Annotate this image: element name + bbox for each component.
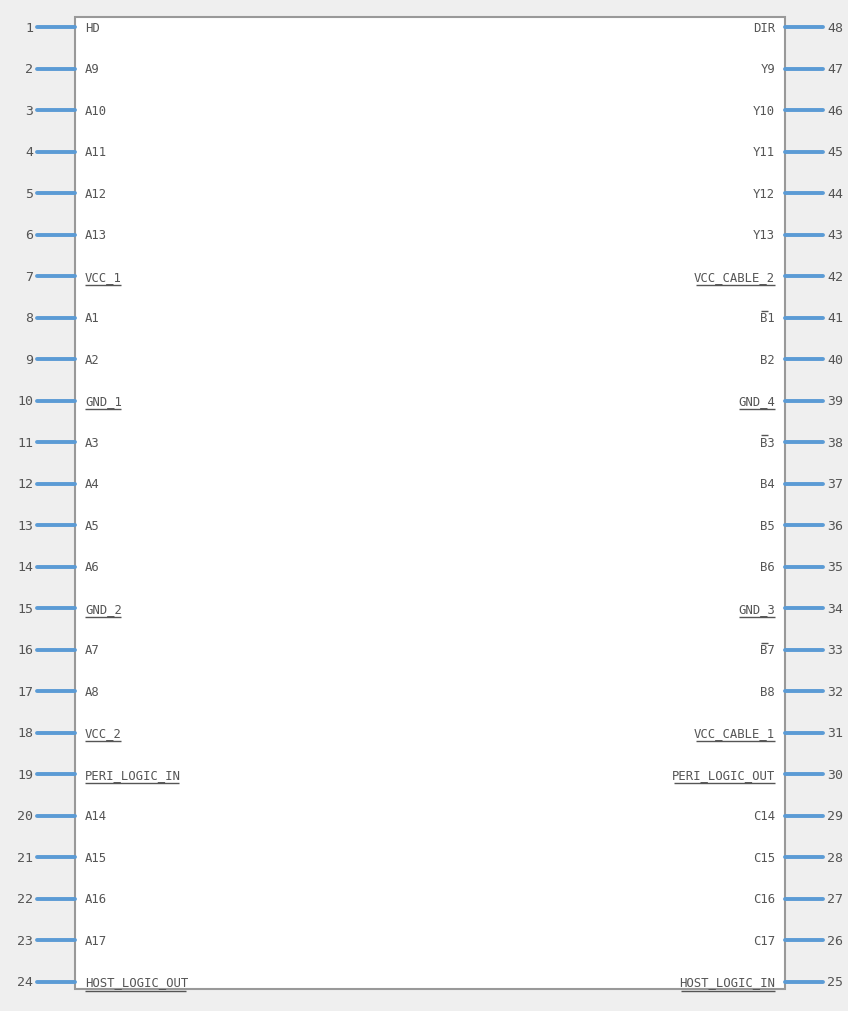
Text: 14: 14	[17, 561, 33, 573]
Text: 28: 28	[827, 851, 843, 864]
Text: A9: A9	[85, 63, 100, 76]
Text: A3: A3	[85, 437, 100, 449]
Text: 20: 20	[17, 810, 33, 823]
Text: VCC_1: VCC_1	[85, 270, 122, 283]
Text: 46: 46	[827, 104, 843, 117]
Text: B5: B5	[761, 520, 775, 532]
Text: B8: B8	[761, 685, 775, 699]
Text: 9: 9	[25, 353, 33, 366]
Text: A13: A13	[85, 228, 107, 242]
Text: A2: A2	[85, 353, 100, 366]
Text: B4: B4	[761, 478, 775, 490]
Text: 23: 23	[17, 934, 33, 947]
Text: B2: B2	[761, 353, 775, 366]
Text: 1: 1	[25, 21, 33, 34]
Text: 16: 16	[17, 644, 33, 657]
Text: 11: 11	[17, 437, 33, 449]
Text: 10: 10	[17, 395, 33, 407]
Text: 36: 36	[827, 520, 843, 532]
Text: A1: A1	[85, 311, 100, 325]
Text: GND_1: GND_1	[85, 395, 122, 407]
Text: A17: A17	[85, 934, 107, 947]
Text: 41: 41	[827, 311, 843, 325]
Text: 47: 47	[827, 63, 843, 76]
Text: 17: 17	[17, 685, 33, 699]
Text: 15: 15	[17, 603, 33, 616]
Text: GND_3: GND_3	[738, 603, 775, 616]
Text: 31: 31	[827, 727, 843, 740]
Text: 4: 4	[25, 146, 33, 159]
Text: Y13: Y13	[753, 228, 775, 242]
Text: A5: A5	[85, 520, 100, 532]
Text: 19: 19	[17, 768, 33, 782]
Text: C15: C15	[753, 851, 775, 864]
Text: 43: 43	[827, 228, 843, 242]
Text: 27: 27	[827, 893, 843, 906]
Text: 24: 24	[17, 976, 33, 989]
Text: 18: 18	[17, 727, 33, 740]
Text: B6: B6	[761, 561, 775, 573]
Text: A11: A11	[85, 146, 107, 159]
Text: 29: 29	[827, 810, 843, 823]
Text: C14: C14	[753, 810, 775, 823]
Text: 42: 42	[827, 270, 843, 283]
Text: 34: 34	[827, 603, 843, 616]
Text: B7: B7	[761, 644, 775, 657]
Text: A10: A10	[85, 104, 107, 117]
Text: GND_4: GND_4	[738, 395, 775, 407]
Text: 5: 5	[25, 187, 33, 200]
Text: 12: 12	[17, 478, 33, 490]
Text: A4: A4	[85, 478, 100, 490]
Text: VCC_CABLE_2: VCC_CABLE_2	[694, 270, 775, 283]
Text: A16: A16	[85, 893, 107, 906]
Text: A15: A15	[85, 851, 107, 864]
Text: 44: 44	[827, 187, 843, 200]
Text: 13: 13	[17, 520, 33, 532]
Text: 38: 38	[827, 437, 843, 449]
Text: B1: B1	[761, 311, 775, 325]
Text: A7: A7	[85, 644, 100, 657]
Bar	[75, 18, 785, 989]
Text: 7: 7	[25, 270, 33, 283]
Text: Y11: Y11	[753, 146, 775, 159]
Text: Y9: Y9	[761, 63, 775, 76]
Text: 22: 22	[17, 893, 33, 906]
Text: HOST_LOGIC_OUT: HOST_LOGIC_OUT	[85, 976, 188, 989]
Text: 33: 33	[827, 644, 843, 657]
Text: 32: 32	[827, 685, 843, 699]
Text: A8: A8	[85, 685, 100, 699]
Text: 2: 2	[25, 63, 33, 76]
Text: A6: A6	[85, 561, 100, 573]
Text: 25: 25	[827, 976, 843, 989]
Text: VCC_CABLE_1: VCC_CABLE_1	[694, 727, 775, 740]
Text: GND_2: GND_2	[85, 603, 122, 616]
Text: 40: 40	[827, 353, 843, 366]
Text: Y12: Y12	[753, 187, 775, 200]
Text: HD: HD	[85, 21, 100, 34]
Text: 21: 21	[17, 851, 33, 864]
Text: 6: 6	[25, 228, 33, 242]
Text: 35: 35	[827, 561, 843, 573]
Text: C16: C16	[753, 893, 775, 906]
Text: 37: 37	[827, 478, 843, 490]
Text: 26: 26	[827, 934, 843, 947]
Text: B3: B3	[761, 437, 775, 449]
Text: C17: C17	[753, 934, 775, 947]
Text: 3: 3	[25, 104, 33, 117]
Text: DIR: DIR	[753, 21, 775, 34]
Text: 8: 8	[25, 311, 33, 325]
Text: PERI_LOGIC_IN: PERI_LOGIC_IN	[85, 768, 181, 782]
Text: PERI_LOGIC_OUT: PERI_LOGIC_OUT	[672, 768, 775, 782]
Text: A14: A14	[85, 810, 107, 823]
Text: Y10: Y10	[753, 104, 775, 117]
Text: 45: 45	[827, 146, 843, 159]
Text: 30: 30	[827, 768, 843, 782]
Text: 48: 48	[827, 21, 843, 34]
Text: 39: 39	[827, 395, 843, 407]
Text: HOST_LOGIC_IN: HOST_LOGIC_IN	[679, 976, 775, 989]
Text: VCC_2: VCC_2	[85, 727, 122, 740]
Text: A12: A12	[85, 187, 107, 200]
